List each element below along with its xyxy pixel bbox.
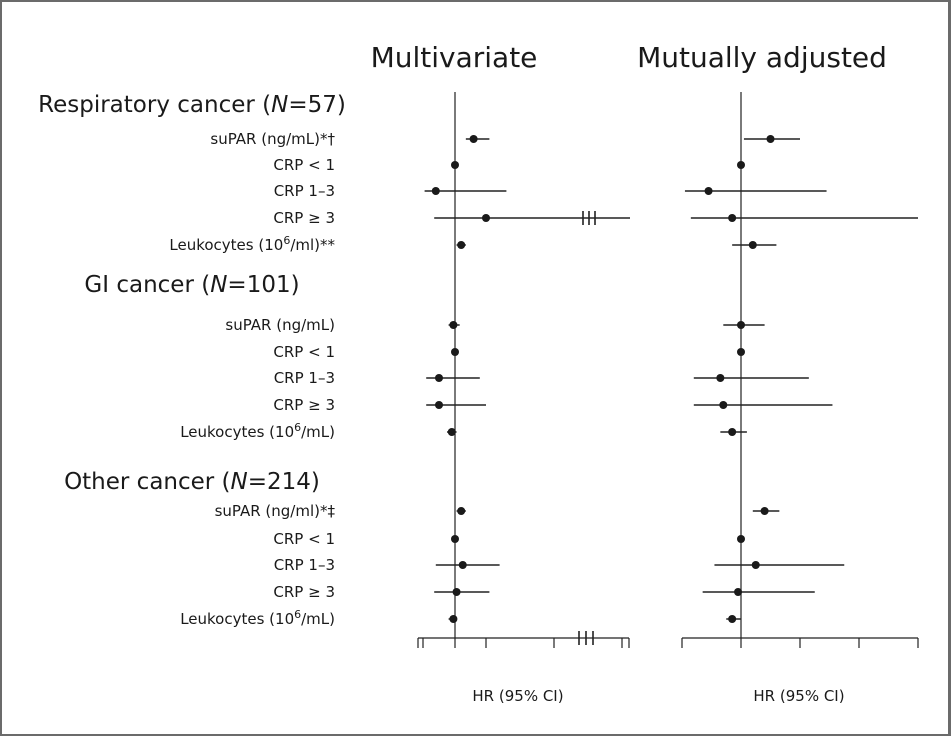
row-label-text-2-2: CRP 1–3 xyxy=(274,556,335,574)
row-label-text-1-0: suPAR (ng/mL) xyxy=(225,316,335,334)
row-label-text-0-4: Leukocytes (10 xyxy=(169,236,283,254)
row-label-post-2-4: /mL) xyxy=(301,610,335,628)
hr-point-mutually-adjusted-2-1 xyxy=(737,535,745,543)
hr-point-mutually-adjusted-0-1 xyxy=(737,161,745,169)
row-label-1-2: CRP 1–3 xyxy=(274,369,335,387)
group-title-post-0: =57) xyxy=(288,92,346,118)
group-title-1: GI cancer (N=101) xyxy=(84,272,299,298)
hr-point-mutually-adjusted-0-4 xyxy=(748,241,757,249)
row-label-2-3: CRP ≥ 3 xyxy=(273,583,335,601)
x-axis-title-mutually-adjusted: HR (95% CI) xyxy=(753,687,844,705)
row-label-0-4: Leukocytes (106/ml)** xyxy=(169,234,335,254)
row-label-post-0-4: /ml)** xyxy=(290,236,335,254)
row-label-2-4: Leukocytes (106/mL) xyxy=(180,608,335,628)
row-label-0-2: CRP 1–3 xyxy=(274,182,335,200)
hr-point-multivariate-1-0 xyxy=(449,321,458,329)
group-title-n-1: N xyxy=(210,272,227,298)
hr-point-multivariate-0-4 xyxy=(457,241,466,249)
hr-point-mutually-adjusted-0-3 xyxy=(728,214,737,222)
hr-point-mutually-adjusted-0-0 xyxy=(766,135,775,143)
hr-point-multivariate-0-1 xyxy=(451,161,459,169)
row-label-text-2-1: CRP < 1 xyxy=(273,530,335,548)
group-title-pre-0: Respiratory cancer ( xyxy=(38,92,271,118)
hr-point-multivariate-2-4 xyxy=(449,615,458,623)
hr-point-multivariate-1-1 xyxy=(451,348,459,356)
x-axis-title-multivariate: HR (95% CI) xyxy=(472,687,563,705)
hr-point-mutually-adjusted-1-4 xyxy=(728,428,737,436)
group-title-2: Other cancer (N=214) xyxy=(64,469,320,495)
row-label-sup-1-4: 6 xyxy=(294,421,301,434)
row-label-1-0: suPAR (ng/mL) xyxy=(225,316,335,334)
row-label-2-1: CRP < 1 xyxy=(273,530,335,548)
hr-point-mutually-adjusted-1-0 xyxy=(737,321,745,329)
row-label-text-0-1: CRP < 1 xyxy=(273,156,335,174)
row-label-0-1: CRP < 1 xyxy=(273,156,335,174)
row-label-text-2-3: CRP ≥ 3 xyxy=(273,583,335,601)
row-label-text-0-0: suPAR (ng/mL)*† xyxy=(210,130,335,148)
hr-point-mutually-adjusted-1-3 xyxy=(719,401,728,409)
row-label-text-1-2: CRP 1–3 xyxy=(274,369,335,387)
row-label-text-2-0: suPAR (ng/ml)*‡ xyxy=(215,502,336,520)
group-title-n-2: N xyxy=(231,469,248,495)
group-title-n-0: N xyxy=(271,92,288,118)
row-label-text-1-1: CRP < 1 xyxy=(273,343,335,361)
hr-point-multivariate-1-2 xyxy=(435,374,443,382)
row-label-sup-2-4: 6 xyxy=(294,608,301,621)
row-label-text-1-4: Leukocytes (10 xyxy=(180,423,294,441)
hr-point-multivariate-2-0 xyxy=(457,507,466,515)
row-label-2-2: CRP 1–3 xyxy=(274,556,335,574)
hr-point-mutually-adjusted-0-2 xyxy=(704,187,713,195)
hr-point-mutually-adjusted-1-1 xyxy=(737,348,745,356)
row-label-text-0-2: CRP 1–3 xyxy=(274,182,335,200)
group-title-post-2: =214) xyxy=(248,469,320,495)
group-title-pre-1: GI cancer ( xyxy=(84,272,210,298)
group-title-0: Respiratory cancer (N=57) xyxy=(38,92,346,118)
group-title-pre-2: Other cancer ( xyxy=(64,469,230,495)
row-label-0-0: suPAR (ng/mL)*† xyxy=(210,130,335,148)
hr-point-mutually-adjusted-2-4 xyxy=(728,615,737,623)
row-label-2-0: suPAR (ng/ml)*‡ xyxy=(215,502,336,520)
chart-marks: Respiratory cancer (N=57)suPAR (ng/mL)*†… xyxy=(38,92,919,648)
row-label-sup-0-4: 6 xyxy=(283,234,290,247)
panel-title-mutually-adjusted: Mutually adjusted xyxy=(637,41,887,74)
row-label-0-3: CRP ≥ 3 xyxy=(273,209,335,227)
panel-title-multivariate: Multivariate xyxy=(371,41,538,74)
hr-point-multivariate-0-0 xyxy=(469,135,478,143)
row-label-text-1-3: CRP ≥ 3 xyxy=(273,396,335,414)
hr-point-mutually-adjusted-1-2 xyxy=(716,374,725,382)
hr-point-mutually-adjusted-2-3 xyxy=(734,588,743,596)
row-label-1-4: Leukocytes (106/mL) xyxy=(180,421,335,441)
hr-point-multivariate-2-2 xyxy=(458,561,467,569)
hr-point-multivariate-0-3 xyxy=(482,214,490,222)
hr-point-multivariate-1-4 xyxy=(447,428,456,436)
hr-point-multivariate-0-2 xyxy=(431,187,440,195)
hr-point-mutually-adjusted-2-2 xyxy=(751,561,760,569)
hr-point-multivariate-2-3 xyxy=(452,588,461,596)
row-label-text-0-3: CRP ≥ 3 xyxy=(273,209,335,227)
row-label-text-2-4: Leukocytes (10 xyxy=(180,610,294,628)
row-label-1-3: CRP ≥ 3 xyxy=(273,396,335,414)
row-label-1-1: CRP < 1 xyxy=(273,343,335,361)
hr-point-multivariate-2-1 xyxy=(451,535,459,543)
row-label-post-1-4: /mL) xyxy=(301,423,335,441)
hr-point-mutually-adjusted-2-0 xyxy=(760,507,769,515)
hr-point-multivariate-1-3 xyxy=(435,401,443,409)
group-title-post-1: =101) xyxy=(227,272,299,298)
